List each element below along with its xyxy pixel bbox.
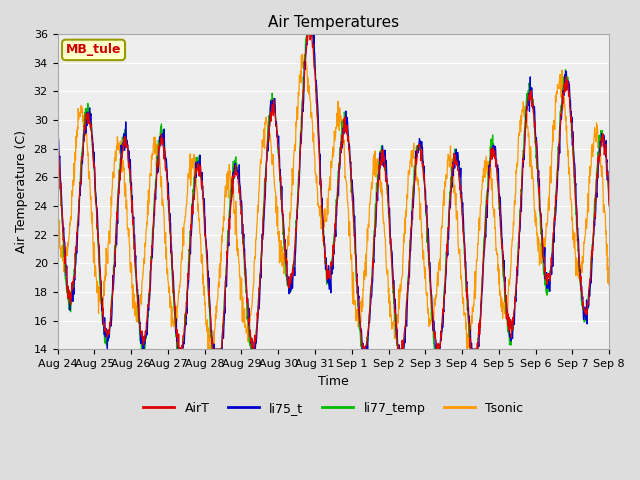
AirT xyxy=(54,126,61,132)
AirT xyxy=(177,347,184,352)
Tsonic xyxy=(163,267,171,273)
li77_temp xyxy=(605,196,613,202)
li75_t xyxy=(54,139,61,145)
AirT xyxy=(420,176,428,181)
Tsonic xyxy=(492,239,500,244)
li77_temp xyxy=(163,177,171,182)
Line: AirT: AirT xyxy=(58,34,609,349)
li77_temp xyxy=(177,347,184,352)
li77_temp xyxy=(420,177,428,183)
Line: Tsonic: Tsonic xyxy=(58,54,609,349)
AirT xyxy=(541,269,548,275)
li75_t xyxy=(420,169,428,175)
Line: li77_temp: li77_temp xyxy=(58,34,609,349)
Line: li75_t: li75_t xyxy=(58,34,609,349)
li75_t xyxy=(163,168,171,174)
li77_temp xyxy=(239,225,246,231)
li75_t xyxy=(492,146,500,152)
Y-axis label: Air Temperature (C): Air Temperature (C) xyxy=(15,130,28,253)
Tsonic xyxy=(204,347,212,352)
Tsonic xyxy=(239,318,246,324)
Tsonic xyxy=(420,249,428,255)
Text: MB_tule: MB_tule xyxy=(66,43,122,57)
Tsonic xyxy=(605,282,613,288)
li75_t xyxy=(605,192,613,198)
Tsonic xyxy=(54,217,61,223)
li77_temp xyxy=(138,347,145,352)
Tsonic xyxy=(299,51,307,57)
li77_temp xyxy=(303,31,310,37)
Tsonic xyxy=(177,279,184,285)
AirT xyxy=(175,347,183,352)
AirT xyxy=(163,174,171,180)
Tsonic xyxy=(541,240,548,246)
li75_t xyxy=(239,231,246,237)
Legend: AirT, li75_t, li77_temp, Tsonic: AirT, li75_t, li77_temp, Tsonic xyxy=(138,396,529,420)
li75_t xyxy=(104,347,111,352)
AirT xyxy=(239,224,246,230)
li75_t xyxy=(541,259,548,264)
AirT xyxy=(492,164,500,170)
li77_temp xyxy=(492,157,500,163)
li77_temp xyxy=(54,125,61,131)
X-axis label: Time: Time xyxy=(318,374,349,387)
li75_t xyxy=(304,31,312,37)
AirT xyxy=(305,31,312,37)
li75_t xyxy=(177,347,184,352)
Title: Air Temperatures: Air Temperatures xyxy=(268,15,399,30)
AirT xyxy=(605,203,613,209)
li77_temp xyxy=(541,274,548,279)
